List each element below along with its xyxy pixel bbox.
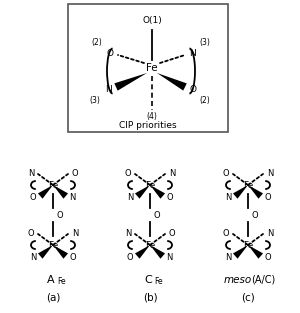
Text: CIP priorities: CIP priorities <box>119 121 177 131</box>
Text: C: C <box>144 275 152 285</box>
Text: O: O <box>252 211 258 219</box>
Text: Fe: Fe <box>155 278 163 286</box>
Polygon shape <box>157 73 187 90</box>
Polygon shape <box>53 245 68 259</box>
Polygon shape <box>233 245 248 259</box>
Polygon shape <box>150 245 165 259</box>
Text: O: O <box>169 229 175 239</box>
Text: (3): (3) <box>200 38 210 48</box>
Text: N: N <box>125 229 131 239</box>
Text: meso: meso <box>224 275 252 285</box>
Text: (4): (4) <box>147 111 158 121</box>
Text: N: N <box>70 192 76 202</box>
Text: O: O <box>57 211 63 219</box>
Text: O: O <box>127 253 134 262</box>
Text: N: N <box>30 253 36 262</box>
Text: O: O <box>30 192 37 202</box>
Polygon shape <box>135 185 150 199</box>
Text: (2): (2) <box>200 95 210 105</box>
Polygon shape <box>135 245 150 259</box>
Text: N: N <box>267 170 273 178</box>
Text: N: N <box>105 85 111 95</box>
Text: N: N <box>127 192 134 202</box>
Text: O: O <box>264 192 271 202</box>
Text: A: A <box>47 275 55 285</box>
Text: (3): (3) <box>90 95 101 105</box>
Polygon shape <box>248 185 263 199</box>
Text: O: O <box>167 192 173 202</box>
Polygon shape <box>38 185 53 199</box>
Text: N: N <box>169 170 175 178</box>
Text: O: O <box>72 170 78 178</box>
Text: O: O <box>28 229 34 239</box>
Text: O: O <box>264 253 271 262</box>
Text: O: O <box>154 211 160 219</box>
Text: Fe: Fe <box>145 181 155 189</box>
Text: Fe: Fe <box>48 181 58 189</box>
Text: (A/C): (A/C) <box>251 275 275 285</box>
Text: O: O <box>106 49 113 58</box>
Text: (2): (2) <box>92 38 102 48</box>
Text: N: N <box>28 170 34 178</box>
Polygon shape <box>114 73 147 91</box>
Text: N: N <box>72 229 78 239</box>
Text: Fe: Fe <box>146 63 158 73</box>
Polygon shape <box>53 185 68 199</box>
Text: O: O <box>69 253 76 262</box>
Text: (b): (b) <box>143 293 157 303</box>
Text: O: O <box>125 170 131 178</box>
Text: O: O <box>223 229 229 239</box>
Text: O: O <box>223 170 229 178</box>
Polygon shape <box>38 245 53 259</box>
Text: Fe: Fe <box>145 240 155 249</box>
Text: (c): (c) <box>241 293 255 303</box>
Polygon shape <box>233 185 248 199</box>
Text: N: N <box>267 229 273 239</box>
Text: N: N <box>167 253 173 262</box>
Text: N: N <box>225 192 231 202</box>
Text: Fe: Fe <box>243 181 253 189</box>
Text: Fe: Fe <box>48 240 58 249</box>
Text: O(1): O(1) <box>142 16 162 24</box>
Bar <box>68 4 228 132</box>
Text: O: O <box>190 85 196 95</box>
Polygon shape <box>248 245 263 259</box>
Text: N: N <box>190 49 196 58</box>
Text: Fe: Fe <box>58 278 66 286</box>
Text: (a): (a) <box>46 293 60 303</box>
Polygon shape <box>150 185 165 199</box>
Text: Fe: Fe <box>243 240 253 249</box>
Text: N: N <box>225 253 231 262</box>
